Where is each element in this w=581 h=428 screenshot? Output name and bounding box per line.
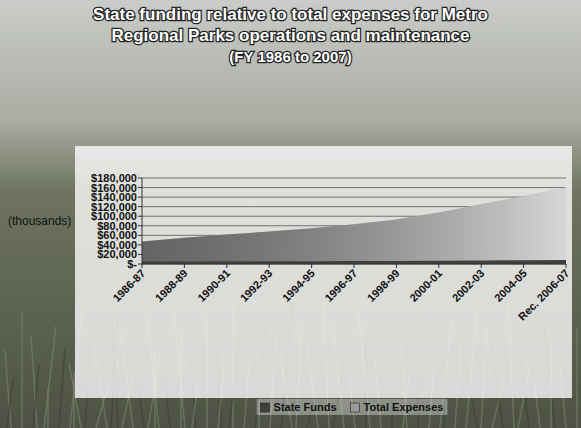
legend-swatch xyxy=(261,403,270,412)
x-tick xyxy=(354,264,355,268)
y-tick-label: $180,000 xyxy=(91,172,137,184)
x-tick xyxy=(566,264,567,268)
grass xyxy=(44,326,56,428)
legend-bg xyxy=(257,399,448,415)
area-1 xyxy=(142,188,566,264)
x-tick-label: 1990-91 xyxy=(195,267,232,304)
area-0 xyxy=(142,260,566,264)
legend: State Funds Total Expenses xyxy=(261,401,444,413)
x-tick-label: 2000-01 xyxy=(407,267,444,304)
grass xyxy=(59,349,65,428)
grid-line xyxy=(142,187,566,188)
grass xyxy=(7,379,13,428)
chart-panel xyxy=(75,146,572,398)
y-tick xyxy=(138,187,142,188)
x-tick xyxy=(438,264,439,268)
grass xyxy=(33,364,39,428)
title-line: State funding relative to total expenses… xyxy=(93,5,488,24)
title: State funding relative to total expenses… xyxy=(93,5,488,45)
x-tick-label: 1992-93 xyxy=(238,267,275,304)
x-tick-label: 1996-97 xyxy=(322,267,359,304)
y-tick xyxy=(138,225,142,226)
y-axis-label: (thousands) xyxy=(8,214,71,228)
subtitle: (FY 1986 to 2007) xyxy=(229,48,351,65)
x-tick xyxy=(311,264,312,268)
x-tick xyxy=(142,264,143,268)
y-tick xyxy=(138,216,142,217)
x-tick xyxy=(269,264,270,268)
grid-line xyxy=(142,197,566,198)
title-line: Regional Parks operations and maintenanc… xyxy=(111,26,469,45)
legend-label: State Funds xyxy=(274,401,337,413)
x-tick-label: 1988-89 xyxy=(153,267,190,304)
area-shading xyxy=(142,188,566,264)
grid-line xyxy=(142,178,566,179)
y-tick xyxy=(138,178,142,179)
grass xyxy=(576,327,578,428)
legend-swatch xyxy=(351,403,360,412)
x-tick xyxy=(184,264,185,268)
x-tick xyxy=(523,264,524,268)
x-tick xyxy=(396,264,397,268)
y-tick xyxy=(138,197,142,198)
x-tick-label: 1994-95 xyxy=(280,267,317,304)
y-axis xyxy=(142,178,143,264)
x-tick-label: 1998-99 xyxy=(365,267,402,304)
y-tick xyxy=(138,254,142,255)
areas xyxy=(142,188,566,264)
y-tick xyxy=(138,235,142,236)
y-tick xyxy=(138,244,142,245)
title-group: State funding relative to total expenses… xyxy=(93,5,488,65)
x-tick-label: 2002-03 xyxy=(450,267,487,304)
background xyxy=(0,0,581,428)
x-tick-label: Rec. 2006-07 xyxy=(516,267,572,323)
legend-label: Total Expenses xyxy=(364,401,444,413)
x-tick-label: 2004-05 xyxy=(492,267,529,304)
grass xyxy=(21,312,23,428)
grid: $-$20,000$40,000$60,000$80,000$100,000$1… xyxy=(91,172,566,270)
x-tick-label: 1986-87 xyxy=(110,267,147,304)
y-tick xyxy=(138,206,142,207)
y-tick xyxy=(138,264,142,265)
x-tick xyxy=(481,264,482,268)
x-tick xyxy=(226,264,227,268)
